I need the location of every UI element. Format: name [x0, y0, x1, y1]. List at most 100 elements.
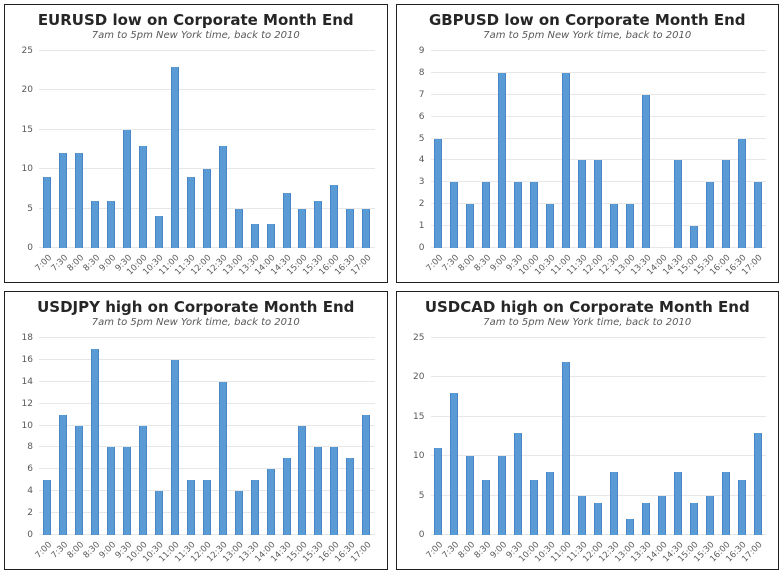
- chart-subtitle: 7am to 5pm New York time, back to 2010: [483, 317, 692, 328]
- chart-panel-eurusd-low: EURUSD low on Corporate Month End 7am to…: [4, 4, 388, 283]
- bar: [154, 491, 163, 535]
- bar: [186, 177, 195, 248]
- bar-slot: [263, 338, 279, 535]
- bar: [282, 458, 291, 535]
- bar: [250, 224, 259, 248]
- bar-slot: [279, 51, 295, 248]
- y-axis-tick-label: 4: [418, 155, 425, 166]
- bar-slot: [431, 51, 447, 248]
- bar-slot: [39, 338, 55, 535]
- chart-panel-usdcad-high: USDCAD high on Corporate Month End 7am t…: [395, 291, 779, 570]
- bar-slot: [231, 51, 247, 248]
- bar-slot: [358, 338, 374, 535]
- bar: [266, 224, 275, 248]
- bar: [138, 425, 147, 535]
- bar-series: [431, 51, 767, 248]
- bar-series: [39, 51, 375, 248]
- bar: [594, 160, 603, 248]
- x-axis-labels: 7:00 7:30 8:00 8:30 9:00 9:30 10:00 10:30 11:00 1…: [425, 250, 767, 282]
- bar-slot: [215, 51, 231, 248]
- gridline: [39, 380, 375, 382]
- y-axis-tick-label: 4: [27, 486, 33, 497]
- bar: [721, 160, 730, 248]
- bar-slot: [494, 51, 510, 248]
- bar: [234, 208, 243, 248]
- bar-slot: [279, 338, 295, 535]
- bar-slot: [590, 51, 606, 248]
- y-axis-tick-label: 8: [418, 67, 425, 78]
- bar: [546, 204, 555, 248]
- gridline: [39, 468, 375, 470]
- gridline: [39, 424, 375, 426]
- gridline: [430, 455, 766, 457]
- bar-slot: [606, 51, 622, 248]
- gridline: [430, 71, 766, 73]
- chart-plot-area: 0 5 10 15 20 25: [413, 333, 766, 540]
- bar-slot: [526, 51, 542, 248]
- bar: [202, 169, 211, 248]
- bar-slot: [702, 338, 718, 535]
- y-axis-tick-label: 0: [418, 243, 425, 253]
- x-axis-labels: 7:00 7:30 8:00 8:30 9:00 9:30 10:00 10:30 11:00 1…: [425, 537, 767, 569]
- bar-slot: [478, 338, 494, 535]
- bar-chart-usdjpy-high: 0 2 4 6 8 10 12 14 16 18 7:00 7:30 8:00 8:30 9:00 9:30 1…: [9, 330, 379, 569]
- x-axis-slot: 17:00: [349, 537, 374, 569]
- bar-slot: [167, 338, 183, 535]
- bar: [721, 471, 730, 535]
- gridline: [430, 494, 766, 496]
- bar-slot: [702, 51, 718, 248]
- gridline: [430, 159, 766, 161]
- y-axis-tick-label: 6: [418, 111, 425, 122]
- bar: [705, 182, 714, 248]
- bar-slot: [510, 51, 526, 248]
- y-axis-tick-label: 20: [21, 85, 33, 96]
- y-axis-tick-label: 7: [418, 89, 425, 100]
- bar-slot: [199, 51, 215, 248]
- bar: [482, 479, 491, 535]
- bar: [330, 447, 339, 535]
- bar: [753, 182, 762, 248]
- y-axis-tick-label: 5: [418, 490, 425, 501]
- bar: [450, 393, 459, 535]
- bar: [466, 456, 475, 535]
- bar-slot: [326, 338, 342, 535]
- bar-slot: [263, 51, 279, 248]
- y-axis-tick-label: 9: [418, 46, 425, 56]
- x-axis-slot: 17:00: [741, 250, 766, 282]
- bar: [154, 216, 163, 248]
- bar: [74, 153, 83, 248]
- bar: [170, 359, 179, 535]
- gridline: [39, 337, 375, 338]
- bar: [562, 72, 571, 248]
- chart-subtitle: 7am to 5pm New York time, back to 2010: [91, 317, 300, 328]
- bar-slot: [71, 338, 87, 535]
- bar: [578, 160, 587, 248]
- bar: [346, 208, 355, 248]
- y-axis-tick-label: 0: [27, 243, 33, 253]
- bar-slot: [670, 51, 686, 248]
- chart-panel-gbpusd-low: GBPUSD low on Corporate Month End 7am to…: [395, 4, 779, 283]
- y-axis-tick-label: 10: [21, 420, 33, 431]
- bar: [642, 503, 651, 535]
- bar-slot: [446, 338, 462, 535]
- bar: [234, 491, 243, 535]
- bar-slot: [654, 338, 670, 535]
- bar: [202, 480, 211, 535]
- bar: [530, 479, 539, 535]
- bar: [514, 432, 523, 535]
- y-axis-tick-label: 14: [21, 376, 33, 387]
- bar: [298, 425, 307, 535]
- bar-slot: [342, 51, 358, 248]
- chart-plot-area: 0 5 10 15 20 25: [22, 46, 375, 253]
- bar-slot: [750, 51, 766, 248]
- bar-slot: [558, 338, 574, 535]
- bar-slot: [542, 51, 558, 248]
- gridline: [430, 415, 766, 417]
- bar: [578, 495, 587, 535]
- bar-slot: [231, 338, 247, 535]
- bar-slot: [247, 51, 263, 248]
- gridline: [39, 358, 375, 360]
- chart-subtitle: 7am to 5pm New York time, back to 2010: [91, 30, 300, 41]
- bar-slot: [574, 338, 590, 535]
- bar-slot: [151, 338, 167, 535]
